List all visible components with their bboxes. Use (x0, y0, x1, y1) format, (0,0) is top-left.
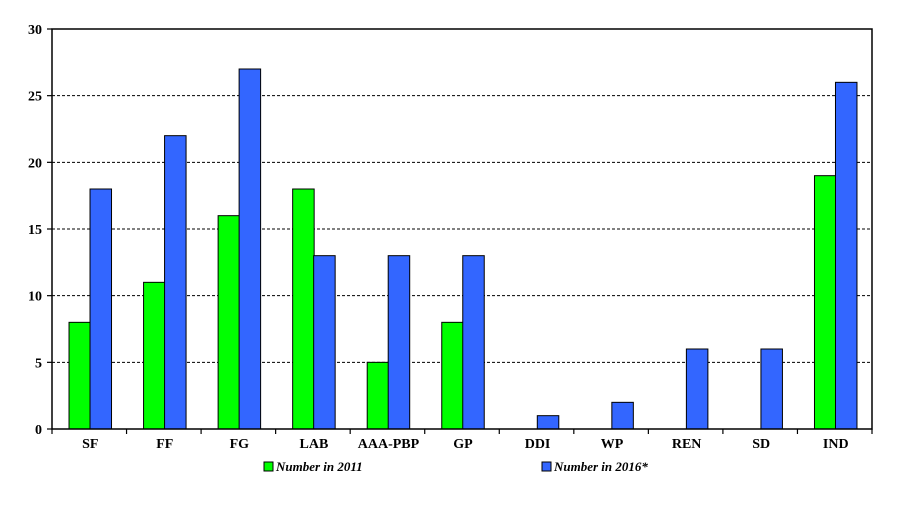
bars (68, 68, 858, 430)
y-tick-label: 15 (28, 223, 42, 238)
y-tick-label: 0 (35, 423, 42, 438)
x-tick-label-lab: LAB (300, 437, 329, 452)
bar-2016-ind (834, 81, 858, 430)
bar-2016-ren (685, 348, 709, 430)
plot-area-frame (51, 28, 873, 430)
y-tick-label: 5 (35, 356, 42, 371)
x-tick-label-aaa-pbp: AAA-PBP (358, 437, 420, 452)
legend: Number in 2011 Number in 2016* (263, 459, 648, 474)
bar-2016-sf (89, 188, 113, 430)
y-tick-label: 25 (28, 90, 42, 105)
bar-2011-fg (217, 215, 241, 430)
bar-2011-sf (68, 321, 92, 430)
bar-2011-lab (292, 188, 315, 430)
y-axis: 0 5 10 15 20 25 30 (28, 23, 52, 438)
x-tick-label-ff: FF (156, 437, 173, 452)
y-tick-label: 30 (28, 23, 42, 38)
bar-2016-ddi (536, 415, 560, 430)
legend-swatch-2011 (263, 461, 274, 472)
bar-2016-lab (313, 255, 336, 430)
bar-2016-aaa-pbp (387, 255, 411, 430)
bar-2011-aaa-pbp (366, 361, 390, 430)
x-tick-label-wp: WP (601, 437, 624, 452)
x-tick-label-ren: REN (672, 437, 702, 452)
bar-2011-ind (813, 175, 837, 430)
y-tick-label: 10 (28, 290, 42, 305)
bar-2016-ff (164, 135, 187, 430)
x-tick-label-ddi: DDI (525, 437, 551, 452)
x-tick-label-gp: GP (453, 437, 473, 452)
bar-2016-fg (238, 68, 262, 430)
y-tick-label: 20 (28, 156, 42, 171)
legend-label-2011: Number in 2011 (275, 459, 363, 474)
legend-swatch-2016 (541, 461, 552, 472)
bar-2016-gp (462, 255, 485, 430)
x-tick-label-ind: IND (823, 437, 849, 452)
x-tick-label-sf: SF (82, 437, 98, 452)
bar-2016-sd (760, 348, 783, 430)
x-tick-label-fg: FG (230, 437, 250, 452)
x-tick-label-sd: SD (752, 437, 770, 452)
bar-2011-gp (441, 321, 464, 430)
bar-2011-ff (143, 281, 166, 430)
legend-label-2016: Number in 2016* (553, 459, 648, 474)
bar-2016-wp (611, 401, 634, 430)
x-axis: SF FF FG LAB AAA-PBP GP DDI WP REN SD IND (51, 429, 873, 452)
